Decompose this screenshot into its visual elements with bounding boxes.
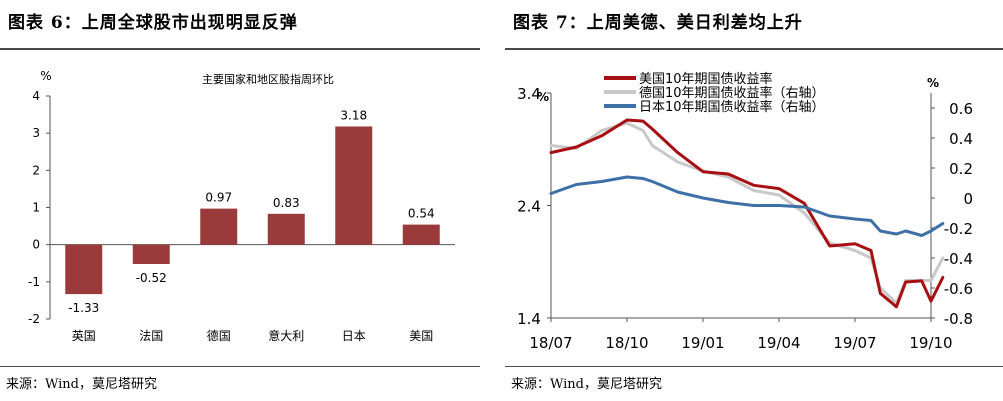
figure-7-panel: 图表 7：上周美德、美日利差均上升 %% 3.4 2.4 1.4 0.6 0.4 0.2 0-… <box>505 0 1003 401</box>
data-label: 0.83 <box>273 196 300 210</box>
series-line <box>549 175 945 237</box>
x-tick-label: 意大利 <box>268 328 304 343</box>
left-axis-unit: % <box>537 90 549 104</box>
x-tick-label: 法国 <box>139 329 163 343</box>
series-line <box>549 121 945 305</box>
x-tick-label: 日本 <box>342 329 366 343</box>
data-label: -0.52 <box>136 271 167 285</box>
data-label: -1.33 <box>68 301 99 315</box>
y-tick-label: 4 <box>32 89 40 103</box>
x-tick-label: 19/07 <box>833 334 876 352</box>
x-tick-label: 美国 <box>409 329 433 343</box>
left-y-tick-label: 1.4 <box>517 310 541 328</box>
chart-title: 主要国家和地区股指周环比 <box>202 72 334 86</box>
right-y-tick-label: -0.8 <box>944 310 973 328</box>
right-axis-unit: % <box>927 76 939 90</box>
x-tick-label: 19/04 <box>757 334 800 352</box>
x-tick-label: 19/10 <box>909 334 952 352</box>
x-tick-label: 18/07 <box>529 334 572 352</box>
y-tick-label: 1 <box>32 201 40 215</box>
line-chart: %%3.42.41.40.60.40.20-0.2-0.4-0.6-0.818/… <box>517 71 973 352</box>
x-tick-label: 英国 <box>72 329 96 343</box>
left-y-tick-label: 2.4 <box>517 198 541 216</box>
right-y-tick-label: -0.6 <box>944 280 973 298</box>
y-axis-unit: % <box>40 69 51 83</box>
y-tick-label: 3 <box>32 126 40 140</box>
data-label: 0.54 <box>408 207 435 221</box>
x-tick-label: 德国 <box>207 328 231 343</box>
right-y-tick-label: 0 <box>963 190 973 208</box>
right-y-tick-label: -0.2 <box>944 220 973 238</box>
bar <box>132 244 170 264</box>
bar <box>65 244 103 295</box>
source-note: 来源：Wind，莫尼塔研究 <box>6 377 157 392</box>
figure-title: 图表 6：上周全球股市出现明显反弹 <box>8 13 298 33</box>
bar <box>200 208 238 245</box>
bar <box>267 213 305 245</box>
title-rule <box>0 48 480 50</box>
legend-label: 美国10年期国债收益率 <box>639 71 773 87</box>
right-y-tick-label: 0.4 <box>949 130 973 148</box>
bar <box>402 224 440 245</box>
source-rule <box>0 366 480 367</box>
right-y-tick-label: 0.2 <box>949 160 973 178</box>
data-label: 0.97 <box>205 191 232 205</box>
title-rule <box>505 48 1003 50</box>
figure-title: 图表 7：上周美德、美日利差均上升 <box>513 13 803 33</box>
figure-6-panel: 图表 6：上周全球股市出现明显反弹 % 主要国家和地区股指周环比 4 3 2 1 0 -1 -2… <box>0 0 480 401</box>
legend-label: 日本10年期国债收益率（右轴） <box>639 99 825 115</box>
x-tick-label: 19/01 <box>681 334 724 352</box>
bar-chart: % 主要国家和地区股指周环比 4 3 2 1 0 -1 -2 -1.33 英国 -0.52 法国 0.97… <box>28 69 455 343</box>
y-tick-label: 2 <box>32 163 40 177</box>
series-line <box>549 118 945 309</box>
y-tick-label: -1 <box>28 275 40 289</box>
y-tick-label: 0 <box>32 238 40 252</box>
y-tick-label: -2 <box>28 312 40 326</box>
source-rule <box>505 366 1003 367</box>
x-tick-label: 18/10 <box>605 334 648 352</box>
source-note: 来源：Wind，莫尼塔研究 <box>511 377 662 392</box>
bar <box>335 126 373 245</box>
data-label: 3.18 <box>340 108 367 122</box>
left-y-tick-label: 3.4 <box>517 85 541 103</box>
right-y-tick-label: -0.4 <box>944 250 973 268</box>
right-y-tick-label: 0.6 <box>949 100 973 118</box>
legend-label: 德国10年期国债收益率（右轴） <box>639 85 825 101</box>
